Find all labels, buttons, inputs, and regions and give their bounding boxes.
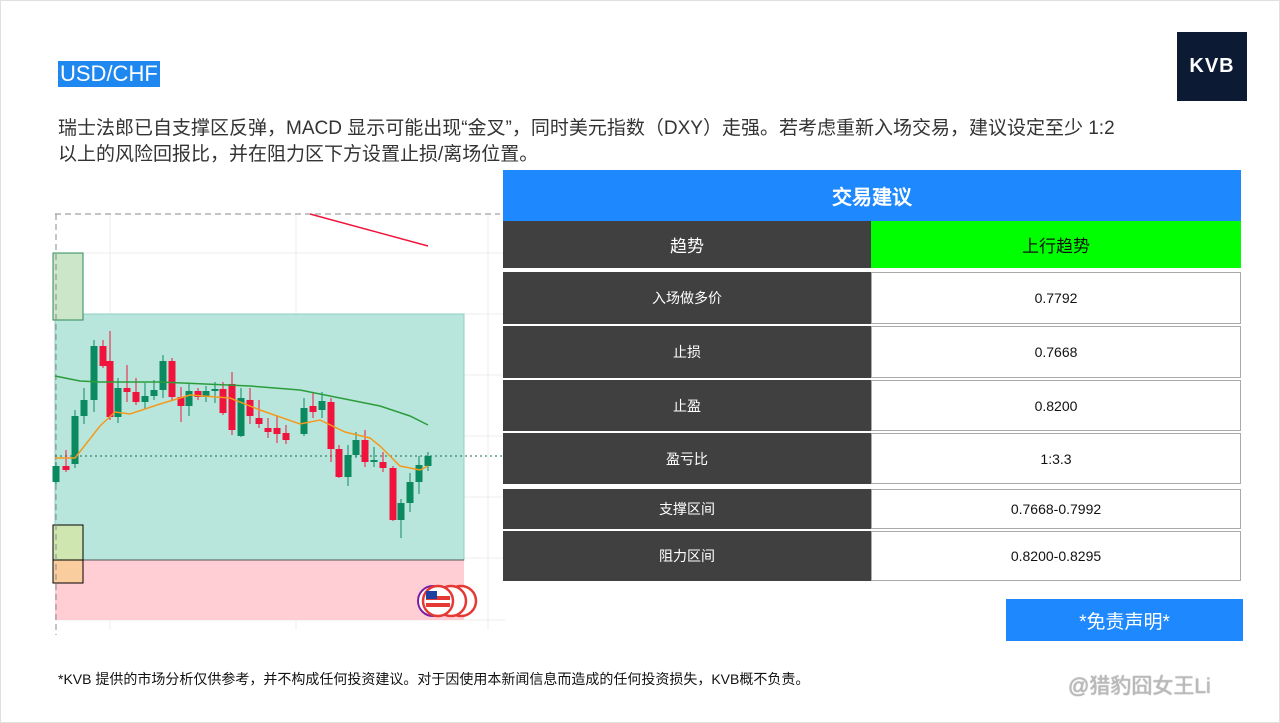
candle bbox=[344, 445, 352, 486]
candle bbox=[99, 340, 107, 368]
candle bbox=[424, 452, 432, 471]
candle bbox=[211, 382, 219, 403]
row-label: 入场做多价 bbox=[503, 272, 871, 324]
green-ma-line bbox=[54, 375, 429, 426]
candle bbox=[352, 432, 360, 458]
support-zone bbox=[54, 313, 465, 561]
candle bbox=[273, 416, 281, 443]
row-value: 0.8200 bbox=[871, 380, 1241, 431]
candle bbox=[318, 392, 326, 418]
candle bbox=[379, 452, 387, 472]
row-value: 0.8200-0.8295 bbox=[871, 531, 1241, 581]
candle bbox=[237, 388, 245, 437]
candle bbox=[397, 499, 405, 538]
red-ma-line bbox=[309, 213, 429, 247]
candle bbox=[219, 382, 227, 415]
candle bbox=[300, 398, 308, 436]
candle bbox=[106, 331, 114, 420]
trend-row: 趋势 上行趋势 bbox=[503, 221, 1241, 270]
us-flag-event-icon bbox=[417, 584, 478, 618]
candle bbox=[264, 418, 272, 438]
row-value: 0.7668 bbox=[871, 326, 1241, 378]
row-label: 止损 bbox=[503, 326, 871, 378]
disclaimer-button[interactable]: *免责声明* bbox=[1006, 599, 1243, 641]
candle bbox=[177, 387, 185, 422]
row-label: 阻力区间 bbox=[503, 531, 871, 581]
candle bbox=[159, 355, 167, 398]
trade-recommendation-table: 交易建议 趋势 上行趋势 入场做多价 0.7792 止损 0.7668 止盈 0.8200… bbox=[503, 170, 1241, 583]
candle bbox=[228, 372, 236, 435]
price-chart bbox=[52, 213, 505, 635]
candle bbox=[114, 378, 122, 423]
candle bbox=[194, 388, 202, 400]
candle bbox=[123, 365, 131, 402]
row-label: 止盈 bbox=[503, 380, 871, 431]
table-row: 止损 0.7668 bbox=[503, 326, 1241, 380]
candle bbox=[309, 393, 317, 418]
candle bbox=[389, 466, 397, 521]
marker-box-bottom-green bbox=[52, 524, 84, 561]
candle bbox=[185, 384, 193, 416]
candle bbox=[52, 462, 60, 484]
candle bbox=[255, 400, 263, 428]
candle bbox=[282, 425, 290, 444]
table-row: 入场做多价 0.7792 bbox=[503, 272, 1241, 326]
analysis-text: 瑞士法郎已自支撑区反弹，MACD 显示可能出现“金叉”，同时美元指数（DXY）走… bbox=[58, 118, 1115, 165]
candle bbox=[406, 473, 414, 512]
marker-box-bottom-orange bbox=[52, 559, 84, 584]
candle bbox=[168, 358, 176, 400]
trend-label: 趋势 bbox=[503, 221, 871, 268]
candle bbox=[370, 447, 378, 467]
resistance-zone bbox=[55, 560, 464, 620]
row-value: 0.7792 bbox=[871, 272, 1241, 324]
row-label: 盈亏比 bbox=[503, 433, 871, 484]
candle bbox=[71, 410, 79, 468]
footer-disclaimer: *KVB 提供的市场分析仅供参考，并不构成任何投资建议。对于因使用本新闻信息而造… bbox=[58, 671, 810, 687]
kvb-logo: KVB bbox=[1177, 32, 1247, 101]
candle bbox=[415, 456, 423, 494]
marker-box-top bbox=[52, 252, 84, 321]
table-row: 阻力区间 0.8200-0.8295 bbox=[503, 531, 1241, 583]
table-title: 交易建议 bbox=[503, 170, 1241, 221]
trend-value: 上行趋势 bbox=[871, 221, 1241, 268]
watermark: @猎豹囧女王Li bbox=[1068, 675, 1211, 698]
currency-pair-title: USD/CHF bbox=[58, 61, 160, 87]
table-row: 盈亏比 1:3.3 bbox=[503, 433, 1241, 486]
candle bbox=[150, 380, 158, 400]
candle bbox=[90, 340, 98, 412]
candle bbox=[202, 386, 210, 402]
candle bbox=[141, 383, 149, 409]
row-value: 1:3.3 bbox=[871, 433, 1241, 484]
candle bbox=[335, 445, 343, 478]
candle bbox=[80, 388, 88, 424]
orange-ma-line bbox=[55, 394, 429, 471]
table-row: 止盈 0.8200 bbox=[503, 380, 1241, 433]
candle bbox=[62, 450, 70, 472]
row-value: 0.7668-0.7992 bbox=[871, 489, 1241, 529]
row-label: 支撑区间 bbox=[503, 489, 871, 529]
table-row: 支撑区间 0.7668-0.7992 bbox=[503, 486, 1241, 531]
